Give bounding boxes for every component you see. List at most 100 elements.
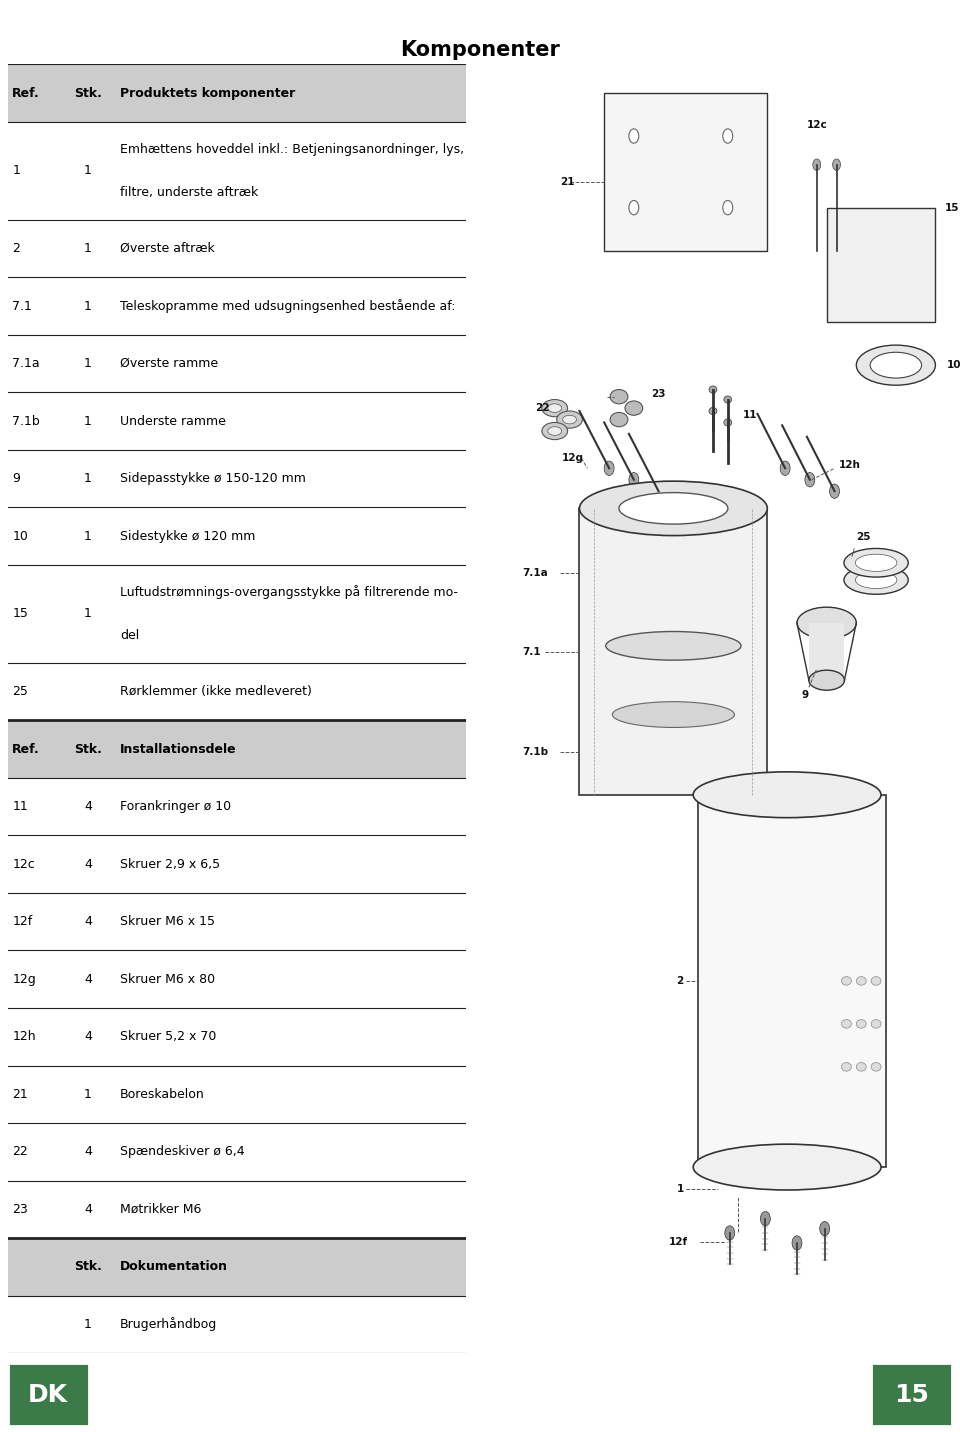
Text: Ref.: Ref. [12,743,40,756]
Bar [8,1239,466,1296]
Bar [8,278,466,335]
Ellipse shape [693,772,881,818]
Text: 1: 1 [84,357,92,369]
Text: 2: 2 [677,977,684,985]
Bar [8,720,466,778]
Circle shape [629,473,638,487]
Text: Komponenter: Komponenter [400,40,560,60]
Circle shape [604,461,614,475]
Text: 9: 9 [802,690,809,699]
Text: 1: 1 [677,1184,684,1193]
Text: Sidepasstykke ø 150-120 mm: Sidepasstykke ø 150-120 mm [120,473,305,485]
Text: 15: 15 [946,203,960,212]
Circle shape [629,200,638,215]
Text: 7.1b: 7.1b [12,415,40,428]
Text: 7.1b: 7.1b [522,748,548,756]
Ellipse shape [871,977,881,985]
Text: Ref.: Ref. [12,87,40,100]
Bar [8,1065,466,1123]
Bar [8,1180,466,1239]
Text: 7.1a: 7.1a [12,357,40,369]
Text: Rørklemmer (ikke medleveret): Rørklemmer (ikke medleveret) [120,684,312,697]
Bar [8,835,466,894]
Ellipse shape [619,493,728,524]
Text: 22: 22 [12,1146,28,1158]
Circle shape [813,159,821,170]
Text: Underste ramme: Underste ramme [120,415,226,428]
Ellipse shape [548,427,562,435]
Text: 21: 21 [12,1088,28,1101]
Ellipse shape [693,1144,881,1190]
Bar [604,93,767,251]
Text: DK: DK [28,1383,68,1406]
Text: 2: 2 [12,242,20,255]
Ellipse shape [855,554,897,571]
Text: Brugerhåndbog: Brugerhåndbog [120,1317,217,1332]
Bar [8,219,466,278]
Bar [8,450,466,507]
Text: 12f: 12f [668,1237,687,1246]
Text: 12c: 12c [12,858,35,871]
Circle shape [725,1226,734,1240]
Circle shape [820,1221,829,1236]
Ellipse shape [611,390,628,404]
Text: 25: 25 [12,684,28,697]
Text: Skruer 5,2 x 70: Skruer 5,2 x 70 [120,1030,216,1044]
Bar [8,894,466,951]
Text: 7.1a: 7.1a [522,569,548,577]
Text: 4: 4 [84,915,92,928]
Text: Installationsdele: Installationsdele [120,743,236,756]
Bar [8,951,466,1008]
Text: 1: 1 [84,1317,92,1330]
Text: filtre, underste aftræk: filtre, underste aftræk [120,186,258,199]
Text: 12h: 12h [838,461,860,470]
Text: 9: 9 [12,473,20,485]
Ellipse shape [709,407,717,415]
Text: Møtrikker M6: Møtrikker M6 [120,1203,202,1216]
Ellipse shape [797,607,856,639]
Ellipse shape [611,412,628,427]
Text: 1: 1 [84,1088,92,1101]
Text: 4: 4 [84,800,92,813]
Ellipse shape [541,400,567,417]
Ellipse shape [856,1020,866,1028]
Text: 7.1: 7.1 [12,299,32,312]
Text: 1: 1 [12,165,20,178]
Ellipse shape [541,422,567,440]
Text: 11: 11 [12,800,28,813]
Ellipse shape [844,566,908,594]
Ellipse shape [871,1020,881,1028]
Bar [8,122,466,219]
Text: Luftudstrømnings-overgangsstykke på filtrerende mo-: Luftudstrømnings-overgangsstykke på filt… [120,586,458,600]
Bar [8,507,466,566]
Ellipse shape [871,1063,881,1071]
Ellipse shape [855,571,897,589]
Ellipse shape [856,1063,866,1071]
Text: 1: 1 [84,242,92,255]
Bar [8,566,466,663]
Ellipse shape [606,632,741,660]
Ellipse shape [724,418,732,427]
Circle shape [792,1236,802,1250]
Text: 11: 11 [743,411,757,420]
Text: 12g: 12g [562,454,584,463]
Text: Forankringer ø 10: Forankringer ø 10 [120,800,231,813]
Bar [8,1296,466,1353]
Text: Skruer M6 x 80: Skruer M6 x 80 [120,972,215,985]
Text: 1: 1 [84,415,92,428]
Text: 1: 1 [84,165,92,178]
Text: 12g: 12g [12,972,36,985]
Bar [8,1363,89,1426]
Text: 12f: 12f [12,915,33,928]
Circle shape [829,484,839,498]
Bar [8,335,466,392]
Ellipse shape [563,415,577,424]
Text: 10: 10 [12,530,28,543]
Text: Dokumentation: Dokumentation [120,1260,228,1273]
Ellipse shape [844,548,908,577]
Text: 4: 4 [84,1203,92,1216]
Text: 4: 4 [84,1146,92,1158]
Ellipse shape [612,702,734,727]
Circle shape [760,1211,770,1226]
Ellipse shape [709,385,717,392]
